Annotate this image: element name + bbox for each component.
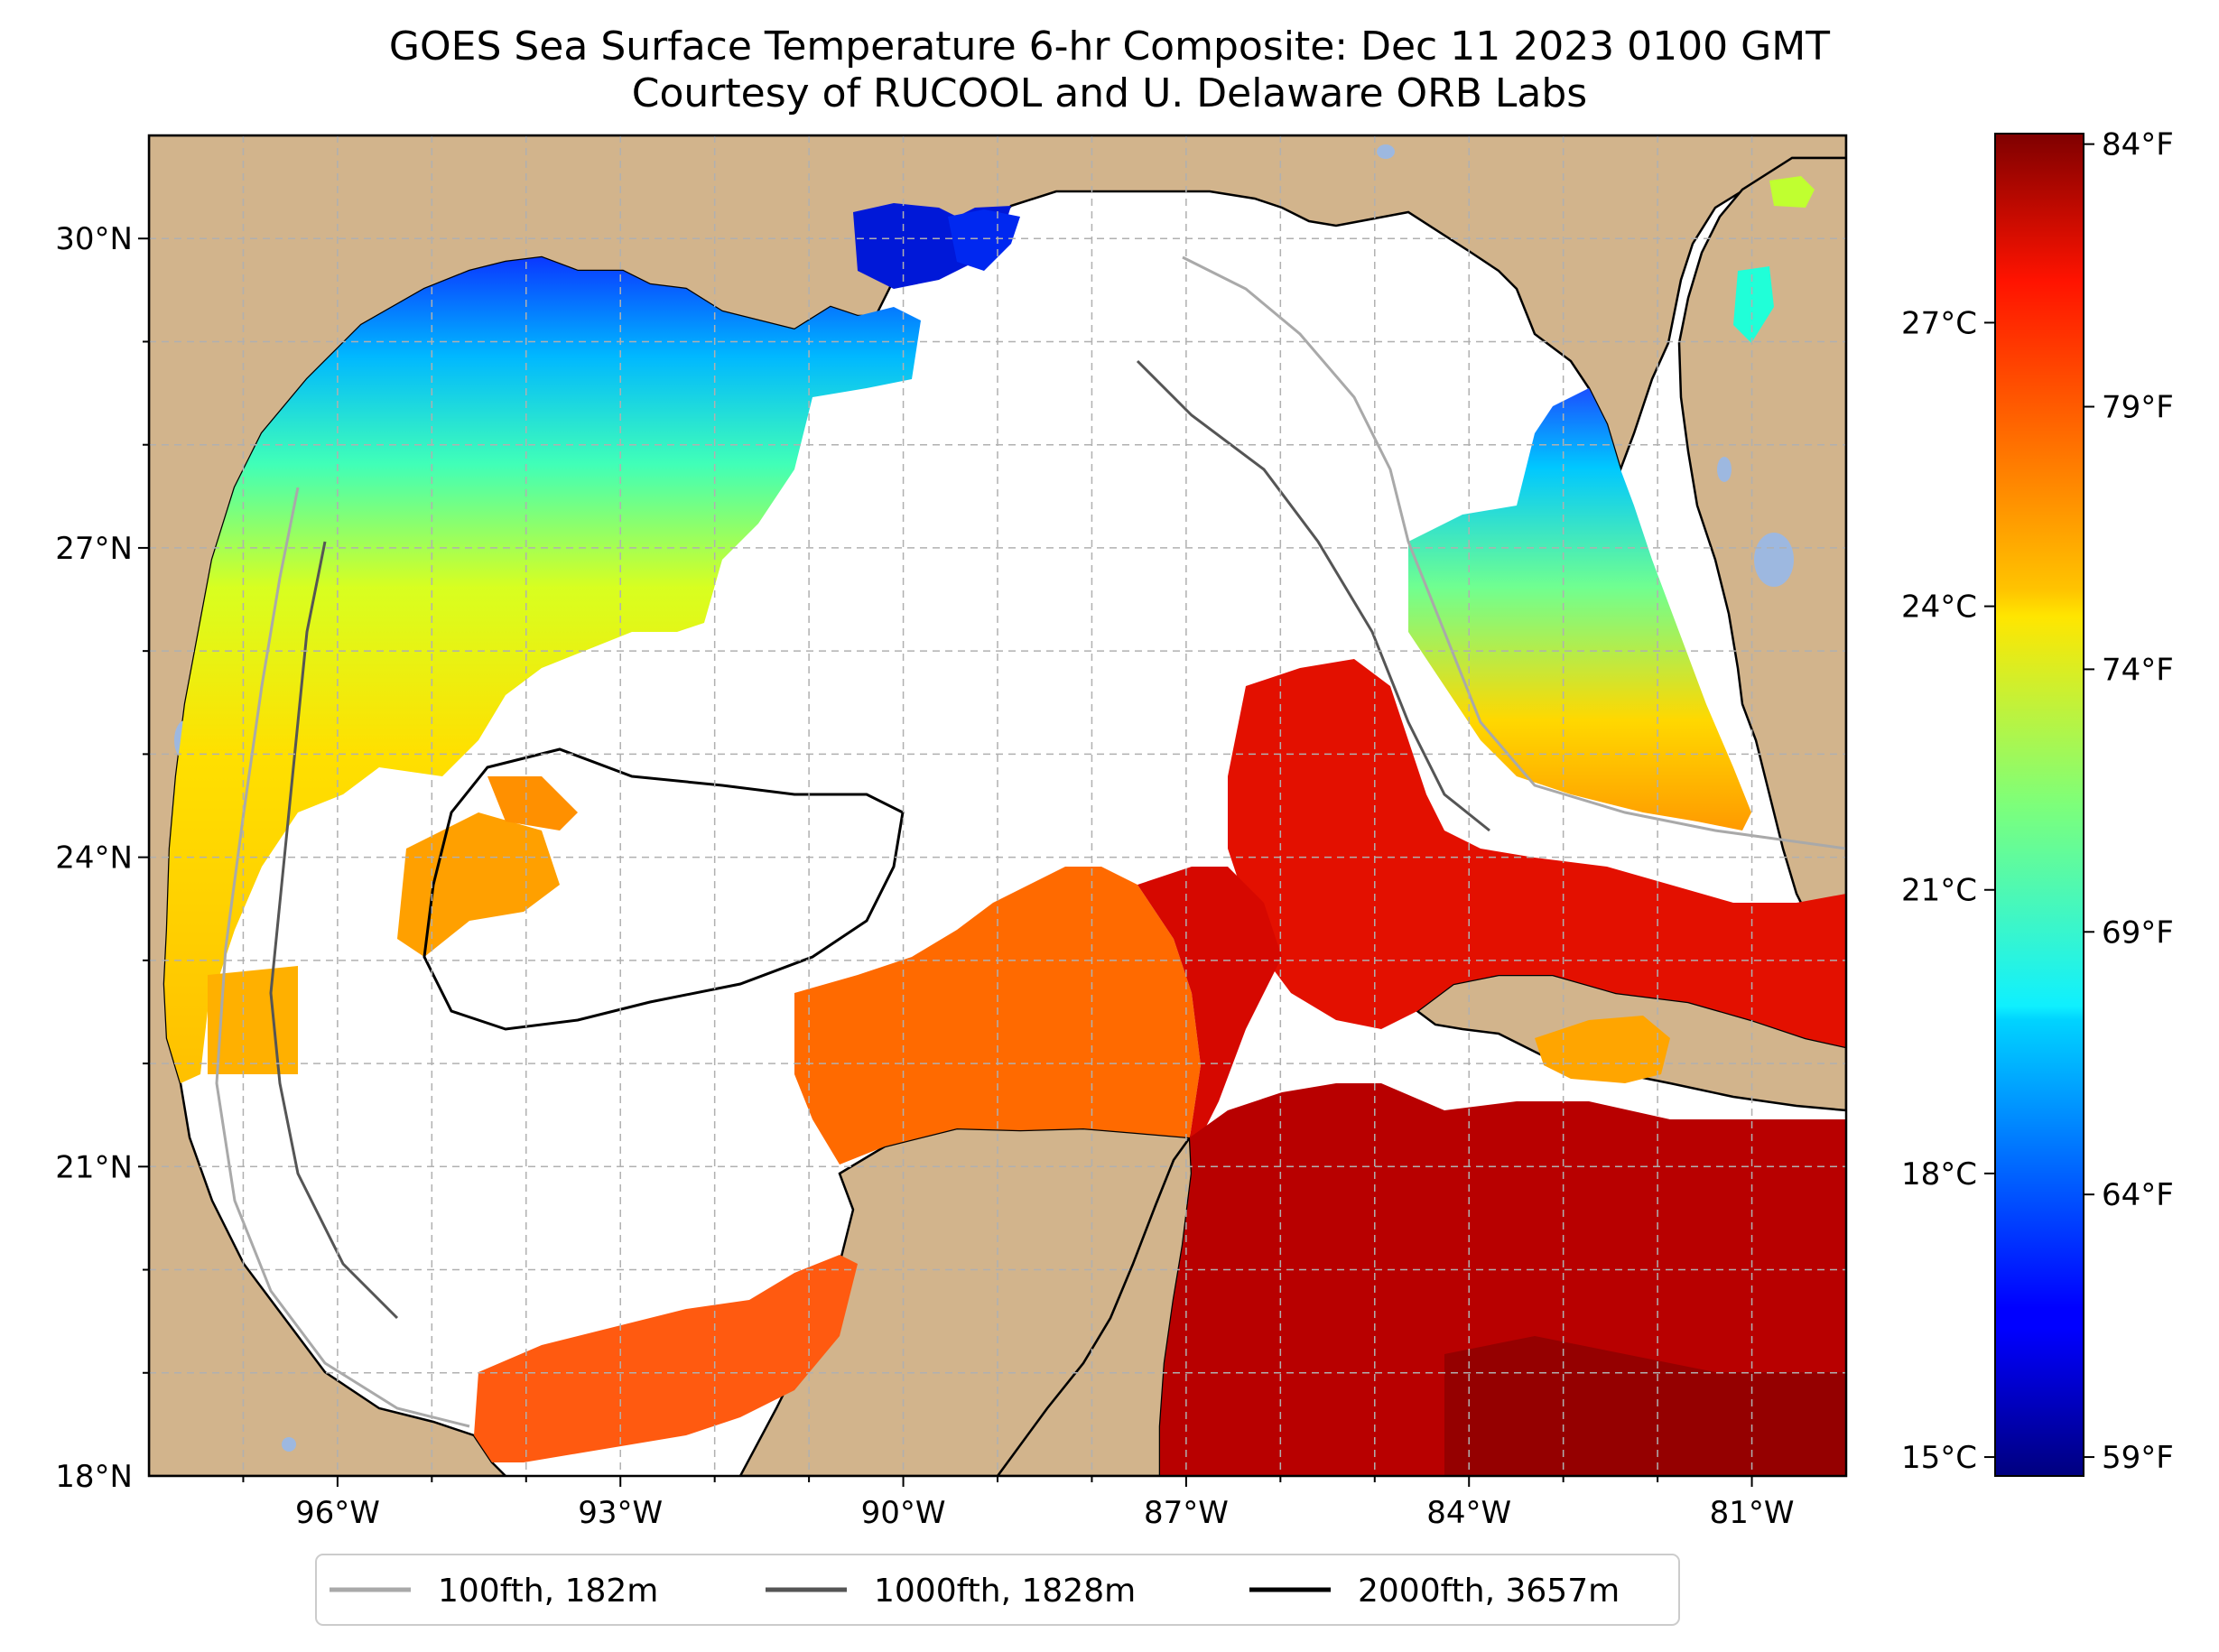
celsius-tick-label: 27°C <box>1901 305 1977 341</box>
gridlines <box>149 135 1846 1476</box>
colorbar-fahrenheit-ticks: 59°F 64°F 69°F 74°F 79°F 84°F <box>2084 127 2174 1476</box>
isobath-2000fth <box>422 747 905 1031</box>
lat-tick-label: 27°N <box>55 531 133 567</box>
legend-label-100fth: 100fth, 182m <box>438 1573 658 1610</box>
fahrenheit-tick-label: 69°F <box>2102 914 2174 951</box>
colorbar-celsius-ticks: 15°C 18°C 21°C 24°C 27°C <box>1901 305 1995 1476</box>
map-subtitle: Courtesy of RUCOOL and U. Delaware ORB L… <box>631 70 1588 116</box>
map-title: GOES Sea Surface Temperature 6-hr Compos… <box>388 23 1831 70</box>
lon-tick-label: 87°W <box>1144 1495 1229 1531</box>
celsius-tick-label: 18°C <box>1901 1156 1977 1193</box>
isobath-100fth <box>1182 255 1846 850</box>
fahrenheit-tick-label: 74°F <box>2102 652 2174 688</box>
fahrenheit-tick-label: 59°F <box>2102 1440 2174 1476</box>
colorbar-gradient <box>1994 133 2084 1477</box>
fahrenheit-tick-label: 84°F <box>2102 127 2174 163</box>
lon-tick-label: 93°W <box>578 1495 663 1531</box>
isobath-1000fth <box>1136 359 1490 832</box>
legend-label-2000fth: 2000fth, 3657m <box>1358 1573 1620 1610</box>
lon-tick-label: 90°W <box>861 1495 946 1531</box>
land <box>149 135 1846 1476</box>
map-axes: 96°W 93°W 90°W 87°W 84°W 81°W 30°N 27°N 24°N 21°N… <box>55 221 1794 1531</box>
colorbar: 15°C 18°C 21°C 24°C 27°C 59°F 64°F 69°F 74°F 79°… <box>1901 127 2174 1477</box>
map-area <box>149 135 1846 1476</box>
lon-tick-label: 96°W <box>295 1495 380 1531</box>
celsius-tick-label: 21°C <box>1901 873 1977 909</box>
lon-tick-label: 84°W <box>1426 1495 1511 1531</box>
isobaths <box>215 255 1846 1428</box>
lat-tick-label: 30°N <box>55 221 133 257</box>
fahrenheit-tick-label: 64°F <box>2102 1177 2174 1213</box>
celsius-tick-label: 24°C <box>1901 589 1977 626</box>
lat-tick-label: 18°N <box>55 1459 133 1495</box>
celsius-tick-label: 15°C <box>1901 1440 1977 1476</box>
legend-label-1000fth: 1000fth, 1828m <box>874 1573 1136 1610</box>
legend: 100fth, 182m 1000fth, 1828m 2000fth, 365… <box>315 1554 1680 1626</box>
sst-data <box>164 176 1846 1476</box>
lat-tick-label: 24°N <box>55 840 133 877</box>
fahrenheit-tick-label: 79°F <box>2102 390 2174 426</box>
lat-tick-label: 21°N <box>55 1149 133 1185</box>
lon-tick-label: 81°W <box>1710 1495 1795 1531</box>
legend-box <box>315 1554 1680 1626</box>
